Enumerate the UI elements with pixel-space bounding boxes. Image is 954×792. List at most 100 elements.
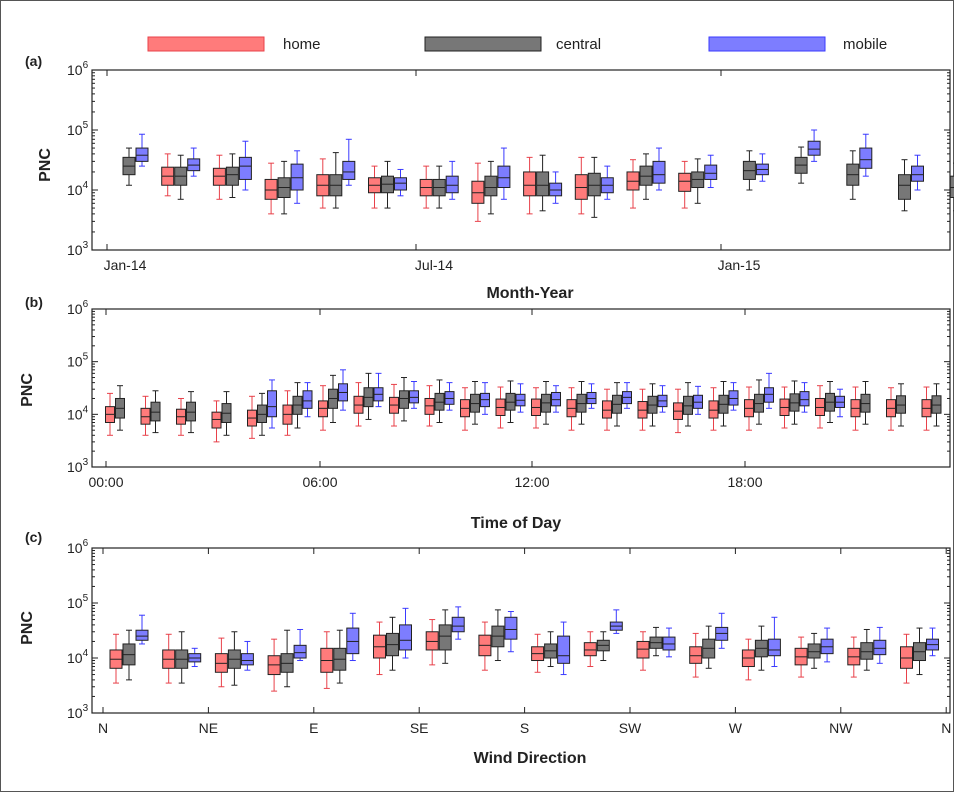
box-mobile xyxy=(238,140,252,191)
box-mobile xyxy=(444,382,455,411)
box-iqr xyxy=(807,140,821,156)
plot-frame xyxy=(91,69,951,251)
box-mobile xyxy=(652,147,666,191)
box-iqr xyxy=(896,395,906,414)
box-home xyxy=(264,162,278,215)
box-central xyxy=(896,383,906,427)
box-home xyxy=(636,631,650,671)
box-central xyxy=(898,159,911,212)
box-mobile xyxy=(187,147,201,177)
box-home xyxy=(708,387,719,431)
x-tick-label: 00:00 xyxy=(88,474,123,490)
box-iqr xyxy=(212,167,226,186)
box-iqr xyxy=(225,166,239,186)
y-tick-label: 105 xyxy=(67,593,89,611)
box-central xyxy=(292,382,303,429)
box-home xyxy=(815,385,825,429)
box-mobile xyxy=(188,647,202,668)
y-tick-label: 106 xyxy=(67,538,89,556)
box-iqr xyxy=(678,172,692,192)
box-mobile xyxy=(551,385,561,413)
panel-c-ylabel: PNC xyxy=(19,611,36,645)
box-central xyxy=(639,153,653,200)
box-home xyxy=(212,154,226,200)
box-mobile xyxy=(135,133,149,167)
box-iqr xyxy=(602,400,612,419)
legend: home central mobile xyxy=(147,36,887,53)
box-home xyxy=(602,388,612,431)
box-iqr xyxy=(704,164,718,180)
box-central xyxy=(931,383,942,427)
y-tick-label: 106 xyxy=(67,60,89,78)
box-central xyxy=(186,391,196,434)
box-mobile xyxy=(820,627,834,663)
box-home xyxy=(794,636,808,678)
box-home xyxy=(368,165,381,209)
box-mobile xyxy=(600,165,614,200)
box-iqr xyxy=(587,172,601,197)
box-iqr xyxy=(549,182,563,197)
box-iqr xyxy=(451,616,465,633)
box-central xyxy=(718,381,729,427)
box-home xyxy=(531,387,541,429)
box-iqr xyxy=(583,642,597,657)
x-tick-label: S xyxy=(520,720,529,736)
box-central xyxy=(122,629,136,681)
box-mobile xyxy=(586,383,597,409)
x-tick-label: SE xyxy=(410,720,429,736)
box-mobile xyxy=(451,606,465,640)
y-tick-label: 104 xyxy=(67,180,89,198)
box-home xyxy=(886,387,896,431)
box-mobile xyxy=(445,160,459,200)
y-tick-label: 106 xyxy=(67,299,89,317)
box-central xyxy=(544,631,558,668)
box-central xyxy=(225,153,239,198)
box-home xyxy=(741,638,755,681)
y-tick-label: 103 xyxy=(67,457,89,475)
box-home xyxy=(162,633,176,684)
box-mobile xyxy=(497,147,511,200)
box-home xyxy=(460,387,470,431)
box-mobile xyxy=(399,607,412,659)
box-iqr xyxy=(574,174,588,200)
legend-swatch-central xyxy=(424,36,542,52)
box-central xyxy=(536,154,550,212)
box-central xyxy=(221,391,232,436)
box-iqr xyxy=(799,391,810,407)
box-central xyxy=(576,381,587,425)
box-iqr xyxy=(898,174,911,200)
box-iqr xyxy=(409,390,419,404)
box-iqr xyxy=(807,643,821,659)
box-home xyxy=(847,636,861,678)
y-tick-label: 105 xyxy=(67,120,89,138)
panel-b-label: (b) xyxy=(25,294,43,310)
box-home xyxy=(678,160,692,209)
box-mobile xyxy=(835,388,845,418)
box-iqr xyxy=(346,627,360,655)
box-mobile xyxy=(755,153,769,182)
box-home xyxy=(921,386,932,431)
box-mobile xyxy=(290,150,304,204)
panel-a-label: (a) xyxy=(25,53,42,69)
box-central xyxy=(470,381,480,425)
box-mobile xyxy=(715,612,729,649)
box-iqr xyxy=(636,640,650,659)
box-central xyxy=(683,382,693,427)
legend-label-central: central xyxy=(556,36,601,53)
box-iqr xyxy=(211,411,222,429)
box-iqr xyxy=(394,177,407,191)
box-central xyxy=(691,158,705,204)
box-central xyxy=(647,383,658,427)
box-central xyxy=(277,160,291,215)
box-central xyxy=(381,160,394,209)
box-central xyxy=(150,390,161,434)
box-home xyxy=(583,631,597,668)
box-home xyxy=(105,392,115,436)
box-central xyxy=(227,631,241,686)
x-tick-label: Jul-14 xyxy=(415,257,453,273)
box-central xyxy=(587,156,601,218)
box-central xyxy=(491,609,505,662)
box-mobile xyxy=(926,627,939,657)
box-central xyxy=(541,381,551,425)
box-central xyxy=(333,629,347,684)
